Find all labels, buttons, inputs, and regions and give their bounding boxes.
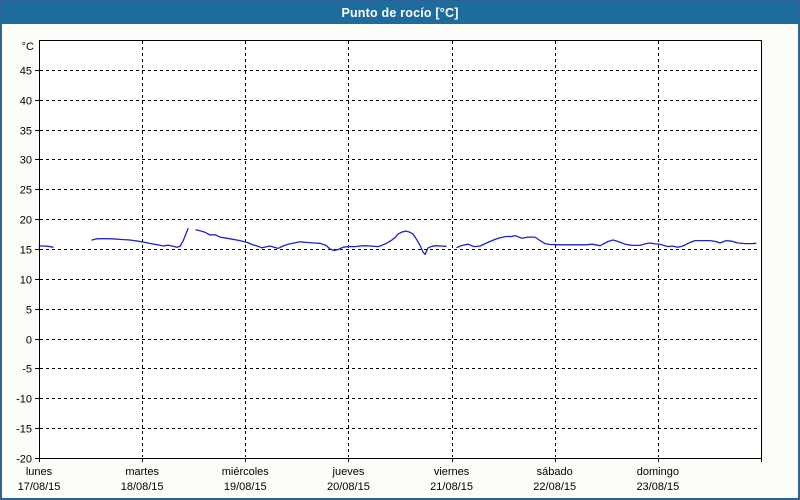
- x-date-label: 19/08/15: [224, 481, 267, 493]
- x-day-label: viernes: [434, 466, 470, 478]
- y-tick-label: 0: [26, 335, 32, 347]
- x-date-label: 21/08/15: [430, 481, 473, 493]
- title-bar: Punto de rocío [°C]: [2, 2, 798, 24]
- dewpoint-line-segment: [91, 228, 189, 248]
- x-date-label: 23/08/15: [636, 481, 679, 493]
- y-tick-label: -15: [16, 424, 32, 436]
- x-day-label: martes: [125, 466, 159, 478]
- x-day-label: domingo: [637, 466, 679, 478]
- x-day-label: jueves: [332, 466, 365, 478]
- y-tick-label: 5: [26, 305, 32, 317]
- y-tick-label: -5: [22, 364, 32, 376]
- y-tick-label: 30: [20, 155, 32, 167]
- x-date-label: 20/08/15: [327, 481, 370, 493]
- y-tick-label: 40: [20, 96, 32, 108]
- y-tick-label: 15: [20, 245, 32, 257]
- y-tick-label: 25: [20, 185, 32, 197]
- x-day-label: lunes: [26, 466, 53, 478]
- dewpoint-line-segment: [456, 234, 757, 249]
- dewpoint-line-segment: [195, 229, 447, 256]
- x-day-label: sábado: [537, 466, 573, 478]
- y-tick-label: -20: [16, 454, 32, 466]
- y-tick-label: 35: [20, 126, 32, 138]
- x-date-label: 22/08/15: [533, 481, 576, 493]
- y-tick-label: 45: [20, 66, 32, 78]
- x-date-label: 17/08/15: [18, 481, 61, 493]
- x-day-label: miércoles: [222, 466, 270, 478]
- y-tick-label: -10: [16, 394, 32, 406]
- y-tick-label: 10: [20, 275, 32, 287]
- y-tick-label: 20: [20, 215, 32, 227]
- y-axis-unit-label: °C: [22, 41, 34, 53]
- x-date-label: 18/08/15: [121, 481, 164, 493]
- chart-title: Punto de rocío [°C]: [341, 6, 459, 20]
- dewpoint-line-segment: [38, 245, 54, 248]
- dewpoint-chart-canvas: -20 -15 -10 -5 0 5 10 15 20 25 30 35 40 45 °C lunes 17/0…: [16, 40, 762, 493]
